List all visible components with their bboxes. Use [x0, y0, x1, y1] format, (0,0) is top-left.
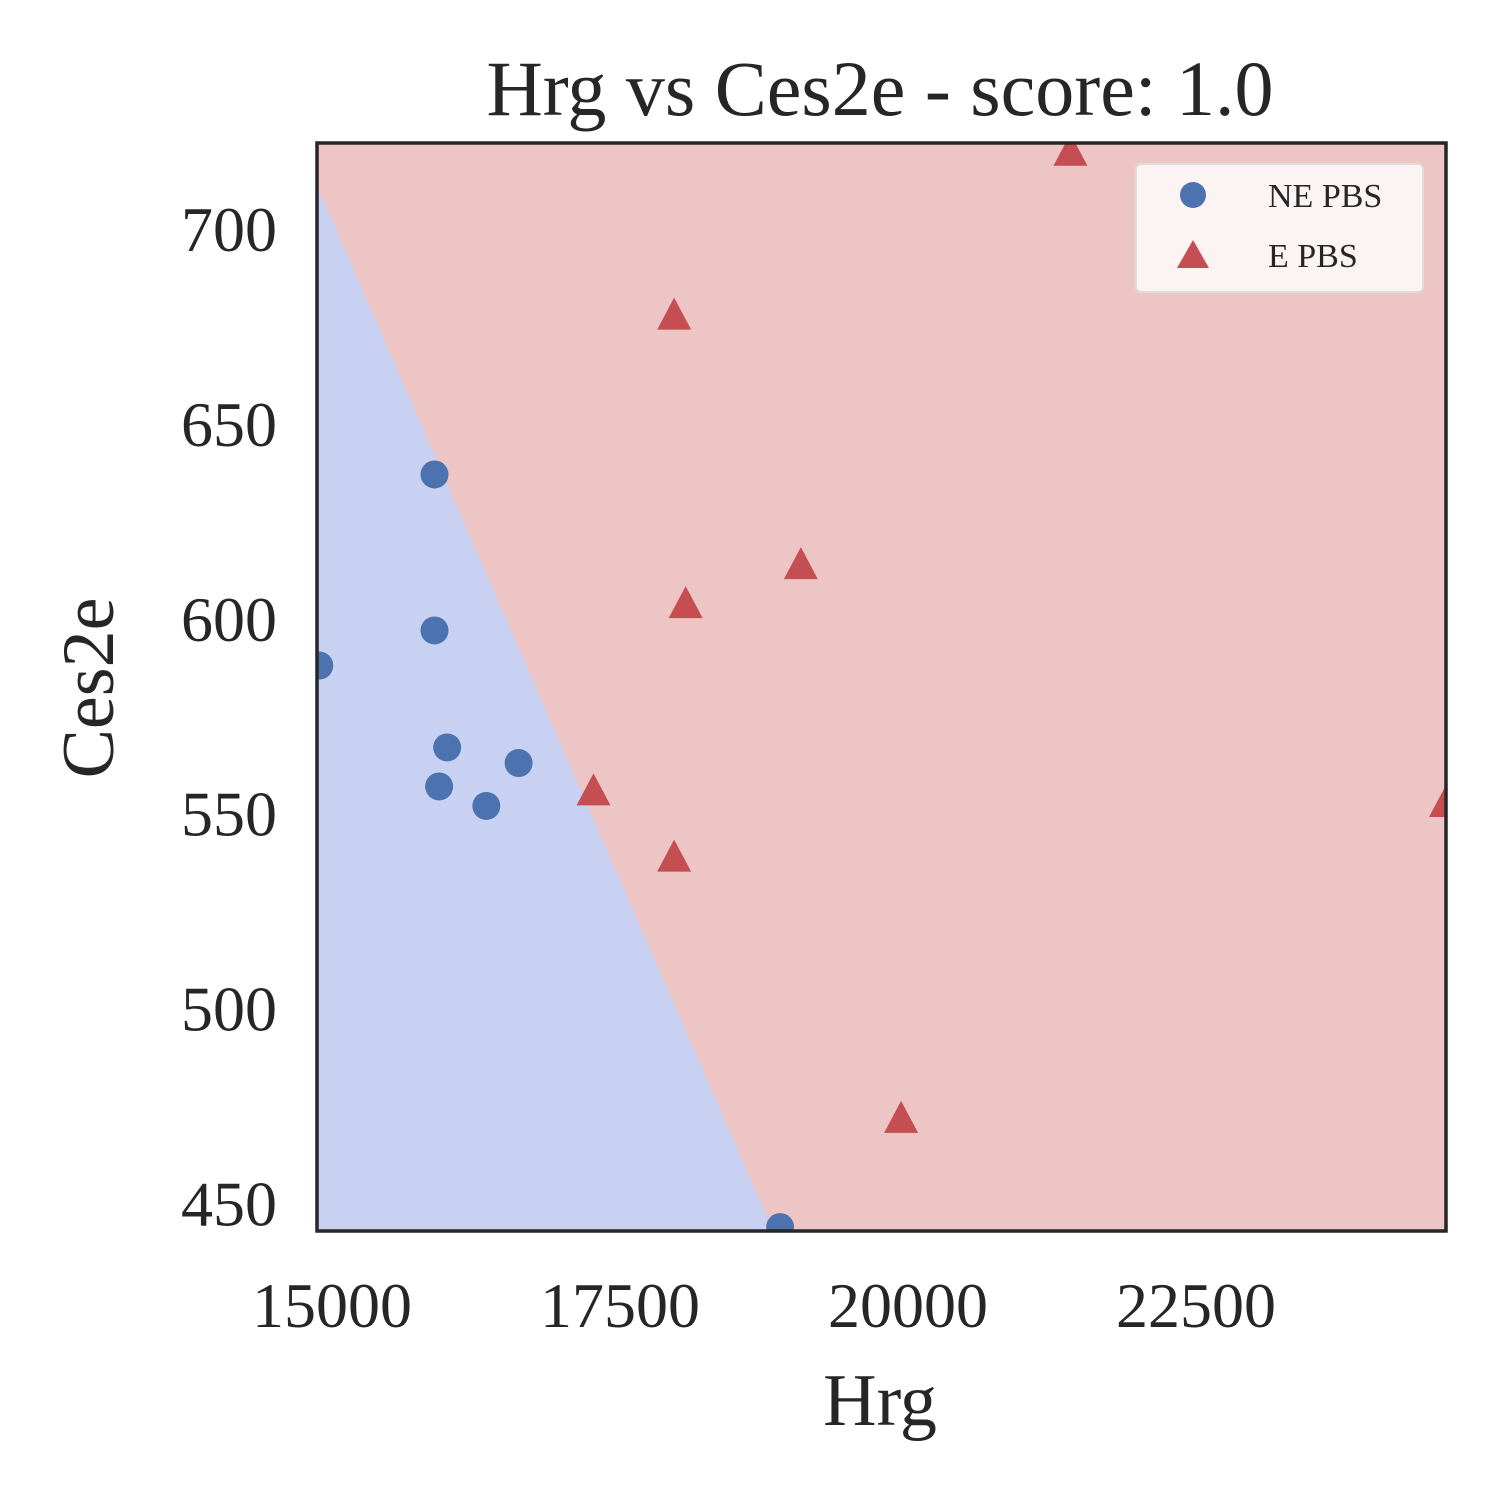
y-tick-label: 650	[181, 389, 277, 460]
point-ne-pbs	[317, 651, 334, 680]
x-tick-label: 17500	[540, 1270, 700, 1341]
y-tick-label: 550	[181, 779, 277, 850]
point-ne-pbs	[420, 460, 449, 489]
point-ne-pbs	[425, 772, 454, 801]
chart-title: Hrg vs Ces2e - score: 1.0	[486, 45, 1273, 132]
point-e-pbs	[884, 1100, 919, 1133]
plot-area	[315, 141, 1448, 1233]
legend-label: E PBS	[1268, 238, 1358, 275]
point-e-pbs	[668, 586, 703, 619]
plot-content	[317, 143, 1446, 1231]
plot-frame	[315, 141, 1448, 1233]
legend-label: NE PBS	[1268, 178, 1382, 215]
y-tick-label: 600	[181, 584, 277, 655]
y-axis-ticks: 450 500 550 600 650 700	[181, 194, 277, 1240]
x-tick-label: 15000	[252, 1270, 412, 1341]
point-ne-pbs	[472, 791, 501, 820]
point-ne-pbs	[504, 749, 533, 778]
legend-marker-ne-pbs	[1180, 182, 1206, 208]
point-ne-pbs	[433, 733, 462, 762]
legend-box	[1135, 163, 1424, 293]
point-ne-pbs	[766, 1213, 795, 1231]
x-tick-label: 22500	[1116, 1270, 1276, 1341]
y-tick-label: 700	[181, 194, 277, 265]
point-ne-pbs	[420, 616, 449, 645]
point-e-pbs	[657, 297, 692, 330]
point-e-pbs	[576, 773, 611, 806]
point-e-pbs	[783, 547, 818, 580]
legend-marker-e-pbs	[1177, 240, 1209, 268]
region-ne-pbs	[317, 143, 774, 1231]
y-tick-label: 450	[181, 1169, 277, 1240]
y-tick-label: 500	[181, 974, 277, 1045]
x-axis-label: Hrg	[823, 1360, 937, 1442]
point-e-pbs	[1429, 785, 1446, 818]
point-e-pbs	[657, 839, 692, 872]
x-tick-label: 20000	[828, 1270, 988, 1341]
legend: NE PBS E PBS	[1135, 163, 1424, 293]
point-e-pbs	[1053, 143, 1088, 166]
y-axis-label: Ces2e	[48, 598, 130, 779]
x-axis-ticks: 15000 17500 20000 22500	[252, 1270, 1276, 1341]
